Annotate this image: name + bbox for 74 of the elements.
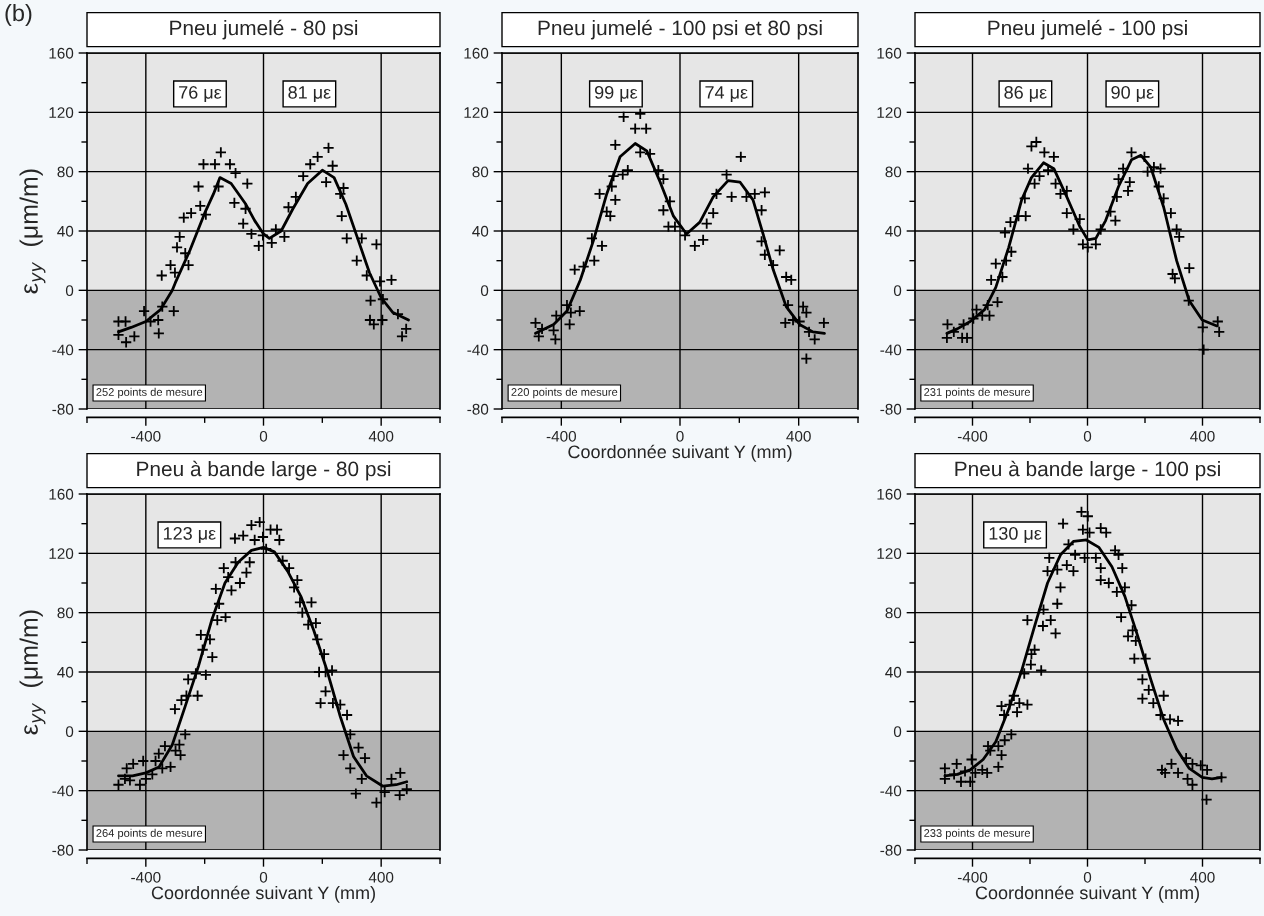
annotation: 130 με — [989, 527, 1042, 544]
y-axis-title: ε$_{yy}$ (μm/m) — [19, 169, 46, 294]
y-tick-label: 80 — [57, 607, 74, 619]
y-tick-label: 160 — [877, 47, 902, 59]
y-tick-label: 120 — [877, 107, 902, 119]
y-tick-label: 80 — [885, 607, 902, 619]
y-tick-label: 120 — [877, 548, 902, 560]
annotation: 233 points de mesure — [924, 828, 1030, 840]
y-tick-label: 120 — [49, 107, 74, 119]
y-tick-label: 80 — [57, 166, 74, 178]
x-tick-label: -400 — [957, 430, 988, 442]
annotation: 74 με — [705, 86, 748, 103]
chart-title: Pneu jumelé - 100 psi — [988, 19, 1187, 40]
y-tick-label: 40 — [57, 225, 74, 237]
y-tick-label: 0 — [65, 285, 74, 297]
annotation: 123 με — [163, 527, 216, 544]
x-tick-label: -400 — [546, 430, 577, 442]
y-tick-label: 160 — [464, 47, 489, 59]
y-tick-label: 0 — [480, 285, 489, 297]
y-tick-label: -80 — [467, 403, 489, 415]
annotation: 81 με — [288, 86, 331, 103]
x-tick-label: 0 — [1083, 430, 1092, 442]
chart-title: Pneu jumelé - 80 psi — [170, 19, 358, 40]
x-tick-label: -400 — [131, 871, 161, 883]
x-tick-label: 400 — [368, 430, 394, 442]
x-tick-label: 0 — [676, 430, 684, 442]
annotation: 252 points de mesure — [96, 387, 203, 399]
y-tick-label: -40 — [880, 785, 902, 797]
x-axis-title: Coordonnée suivant Y (mm) — [975, 885, 1199, 903]
annotation: 90 με — [1111, 86, 1154, 103]
y-tick-label: 40 — [57, 666, 74, 678]
x-tick-label: 0 — [1083, 871, 1092, 883]
x-tick-label: 400 — [368, 871, 394, 883]
y-tick-label: 80 — [885, 166, 902, 178]
chart-title: Pneu à bande large - 100 psi — [955, 460, 1220, 481]
x-axis-title: Coordonnée suivant Y (mm) — [568, 444, 792, 462]
y-tick-label: 0 — [65, 726, 74, 738]
y-axis-title: ε$_{yy}$ (μm/m) — [19, 610, 46, 735]
y-tick-label: -40 — [467, 344, 489, 356]
x-tick-label: -400 — [957, 871, 988, 883]
y-tick-label: -40 — [52, 785, 74, 797]
y-tick-label: 160 — [877, 488, 902, 500]
annotation: 76 με — [179, 86, 222, 103]
annotation: 86 με — [1004, 86, 1047, 103]
x-tick-label: 400 — [1190, 430, 1215, 442]
y-tick-label: -80 — [52, 844, 74, 856]
chart-title: Pneu à bande large - 80 psi — [137, 460, 391, 481]
chart-title: Pneu jumelé - 100 psi et 80 psi — [538, 19, 822, 40]
x-tick-label: 400 — [1190, 871, 1215, 883]
y-tick-label: 0 — [893, 726, 902, 738]
y-tick-label: -40 — [52, 344, 74, 356]
y-tick-label: 80 — [472, 166, 489, 178]
x-tick-label: 400 — [786, 430, 811, 442]
x-tick-label: 0 — [259, 871, 268, 883]
y-tick-label: 40 — [885, 225, 902, 237]
y-tick-label: 40 — [885, 666, 902, 678]
y-tick-label: -80 — [880, 844, 902, 856]
y-tick-label: 160 — [49, 47, 74, 59]
y-tick-label: 120 — [49, 548, 74, 560]
y-tick-label: 0 — [893, 285, 902, 297]
x-tick-label: 0 — [259, 430, 268, 442]
y-tick-label: -80 — [880, 403, 902, 415]
y-tick-label: -40 — [880, 344, 902, 356]
y-tick-label: 40 — [472, 225, 489, 237]
y-tick-label: 120 — [464, 107, 489, 119]
annotation: 231 points de mesure — [924, 387, 1030, 399]
x-tick-label: -400 — [131, 430, 161, 442]
y-tick-label: 160 — [49, 488, 74, 500]
x-axis-title: Coordonnée suivant Y (mm) — [151, 885, 375, 903]
annotation: 264 points de mesure — [96, 828, 203, 840]
y-tick-label: -80 — [52, 403, 74, 415]
annotation: 99 με — [594, 86, 638, 103]
annotation: 220 points de mesure — [511, 387, 618, 399]
chart-subtitle: (b) — [5, 4, 32, 26]
